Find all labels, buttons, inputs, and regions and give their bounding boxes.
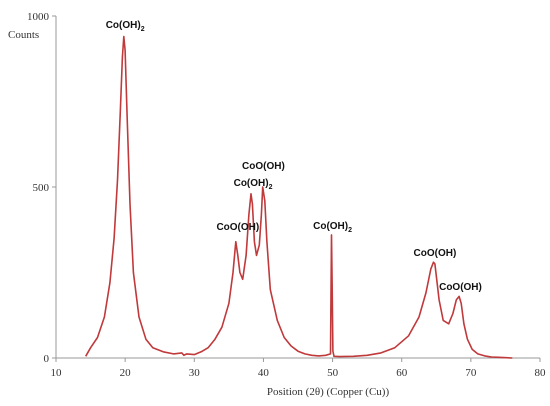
peak-annotation: Co(OH)2: [313, 221, 352, 234]
y-tick-label: 1000: [27, 11, 50, 23]
peak-annotation: Co(OH)2: [234, 178, 273, 191]
peak-annotations: Co(OH)2 Co(OH)2 CoO(OH) CoO(OH) Co(OH)2 CoO(O…: [106, 20, 482, 293]
x-tick-label: 60: [396, 367, 408, 379]
peak-annotation: CoO(OH): [242, 161, 285, 172]
peak-annotation: CoO(OH): [439, 282, 482, 293]
x-tick-label: 80: [535, 367, 547, 379]
x-tick-label: 70: [465, 367, 477, 379]
axes: [52, 15, 541, 362]
x-tick-label: 40: [258, 367, 270, 379]
series-line: [85, 35, 513, 359]
x-tick-label: 30: [189, 367, 201, 379]
tick-labels: 10 20 30 40 50 60 70 80 0 500 1000: [27, 11, 546, 379]
series-lines: [85, 35, 513, 359]
y-axis-label: Counts: [8, 29, 39, 41]
y-tick-label: 0: [44, 353, 50, 365]
x-tick-label: 10: [51, 367, 63, 379]
peak-annotation: CoO(OH): [414, 248, 457, 259]
x-axis-label: Position (2θ) (Copper (Cu)): [267, 386, 390, 398]
peak-annotation: Co(OH)2: [106, 20, 145, 33]
peak-annotation: CoO(OH): [216, 222, 259, 233]
x-tick-label: 20: [120, 367, 132, 379]
y-tick-label: 500: [33, 182, 50, 194]
x-tick-label: 50: [327, 367, 339, 379]
